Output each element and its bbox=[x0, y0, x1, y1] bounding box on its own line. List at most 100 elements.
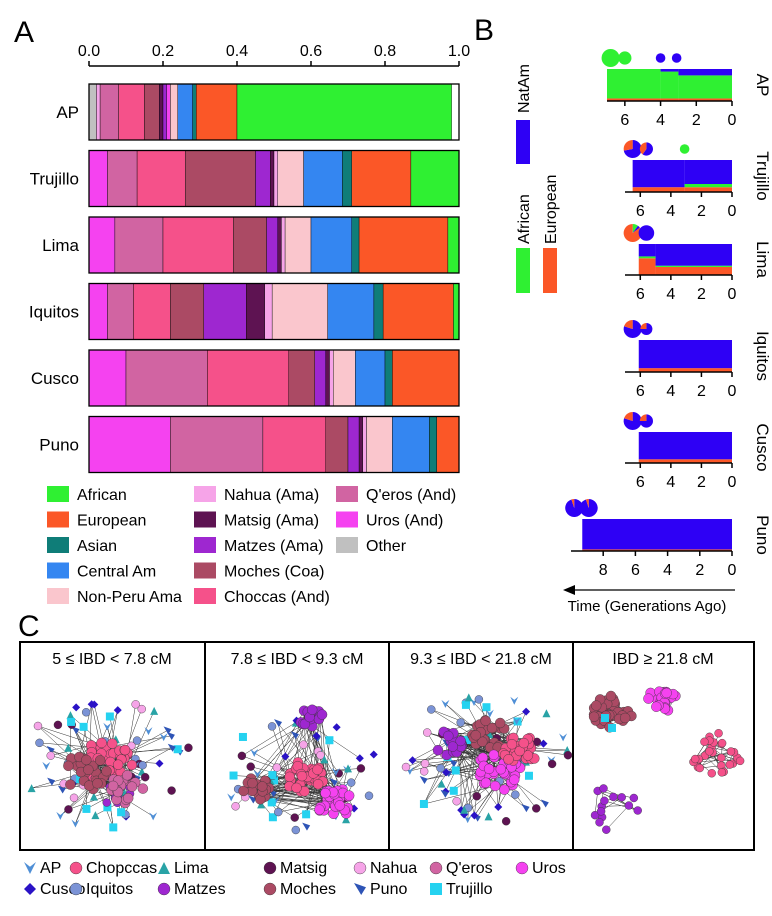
area-african bbox=[638, 256, 656, 259]
network-node bbox=[67, 717, 76, 726]
bar-segment bbox=[273, 150, 278, 207]
bar-segment bbox=[170, 283, 204, 340]
network-node bbox=[717, 768, 727, 777]
pulse-pie-slice bbox=[623, 224, 642, 242]
network-node bbox=[419, 767, 429, 776]
category-label: AP bbox=[56, 103, 79, 122]
network-node bbox=[229, 771, 238, 780]
network-edge bbox=[312, 726, 360, 759]
network-node bbox=[144, 727, 153, 736]
network-node bbox=[96, 737, 107, 749]
network-node bbox=[522, 750, 534, 761]
bar-outline bbox=[88, 216, 460, 274]
network-node bbox=[117, 808, 126, 817]
time-tick-label: 8 bbox=[599, 562, 608, 579]
bar-segment bbox=[88, 283, 108, 340]
network-node bbox=[107, 738, 118, 749]
bar-segment bbox=[373, 283, 384, 340]
bar-segment bbox=[266, 216, 278, 274]
network-node bbox=[506, 739, 518, 750]
network-node bbox=[24, 862, 36, 874]
legend-label: Non-Peru Ama bbox=[77, 589, 182, 606]
network-edge bbox=[37, 725, 91, 758]
time-tick-label: 0 bbox=[728, 383, 737, 400]
network-node bbox=[137, 704, 146, 714]
network-node bbox=[605, 690, 617, 702]
network-node bbox=[248, 795, 257, 804]
legend-swatch bbox=[194, 537, 216, 553]
network-node bbox=[484, 812, 493, 821]
bar-segment bbox=[88, 83, 97, 141]
bar-segment bbox=[355, 349, 386, 407]
pulse-pie bbox=[679, 144, 690, 154]
network-node bbox=[442, 768, 451, 777]
bar-segment bbox=[107, 283, 134, 340]
network-legend-label: Lima bbox=[174, 860, 209, 877]
pulse-pie bbox=[618, 51, 632, 65]
network-node bbox=[42, 761, 51, 770]
network-node bbox=[608, 724, 616, 732]
network-node bbox=[451, 766, 460, 775]
bar-segment bbox=[347, 416, 360, 473]
network-node bbox=[354, 883, 366, 895]
network-edge bbox=[530, 747, 568, 751]
network-node bbox=[150, 706, 159, 715]
bar-segment bbox=[281, 216, 286, 274]
network-node bbox=[483, 763, 495, 775]
area-natam bbox=[655, 244, 732, 266]
network-node bbox=[250, 748, 259, 757]
network-node bbox=[83, 764, 94, 775]
network-node bbox=[524, 771, 533, 780]
bar-segment bbox=[136, 150, 186, 207]
bar-segment bbox=[333, 349, 356, 407]
network-node bbox=[600, 796, 609, 805]
network-node bbox=[103, 803, 112, 812]
network-node bbox=[122, 770, 133, 781]
network-node bbox=[89, 792, 98, 801]
network-node bbox=[94, 755, 106, 766]
network-node bbox=[113, 706, 122, 715]
network-node bbox=[284, 771, 295, 783]
network-node bbox=[167, 786, 176, 795]
network-node bbox=[509, 774, 520, 785]
category-label: Cusco bbox=[31, 369, 79, 388]
network-node bbox=[46, 751, 55, 760]
network-node bbox=[437, 779, 446, 788]
network-node bbox=[599, 784, 608, 793]
network-node bbox=[343, 790, 355, 801]
network-node bbox=[102, 798, 111, 807]
network-edge bbox=[409, 740, 451, 772]
area-european bbox=[684, 187, 732, 192]
network-node bbox=[257, 781, 268, 792]
network-node bbox=[633, 806, 642, 815]
bar-outline bbox=[88, 415, 460, 474]
network-edge bbox=[423, 754, 447, 805]
network-node bbox=[263, 882, 277, 896]
bar-segment bbox=[96, 83, 101, 141]
network-node bbox=[609, 792, 618, 802]
bar-segment bbox=[436, 416, 460, 473]
network-node bbox=[518, 737, 529, 749]
network-node bbox=[707, 769, 716, 778]
time-arrow-head bbox=[563, 585, 575, 595]
network-node bbox=[559, 733, 568, 742]
legend-label: Central Am bbox=[77, 564, 156, 581]
pulse-pie bbox=[601, 49, 620, 67]
network-node bbox=[717, 753, 726, 763]
network-node bbox=[302, 822, 311, 831]
network-node bbox=[420, 759, 430, 768]
network-node bbox=[714, 729, 723, 738]
network-node bbox=[163, 726, 172, 735]
time-tick-label: 2 bbox=[695, 562, 704, 579]
legend-label-natam: NatAm bbox=[516, 64, 533, 113]
bar-outline bbox=[88, 149, 460, 208]
bar-segment bbox=[314, 349, 327, 407]
network-node bbox=[486, 722, 498, 734]
bar-segment bbox=[99, 83, 119, 141]
network-node bbox=[274, 719, 283, 728]
time-tick-label: 6 bbox=[631, 562, 640, 579]
network-node bbox=[263, 861, 277, 875]
bar-segment bbox=[358, 416, 364, 473]
network-node bbox=[470, 730, 481, 741]
